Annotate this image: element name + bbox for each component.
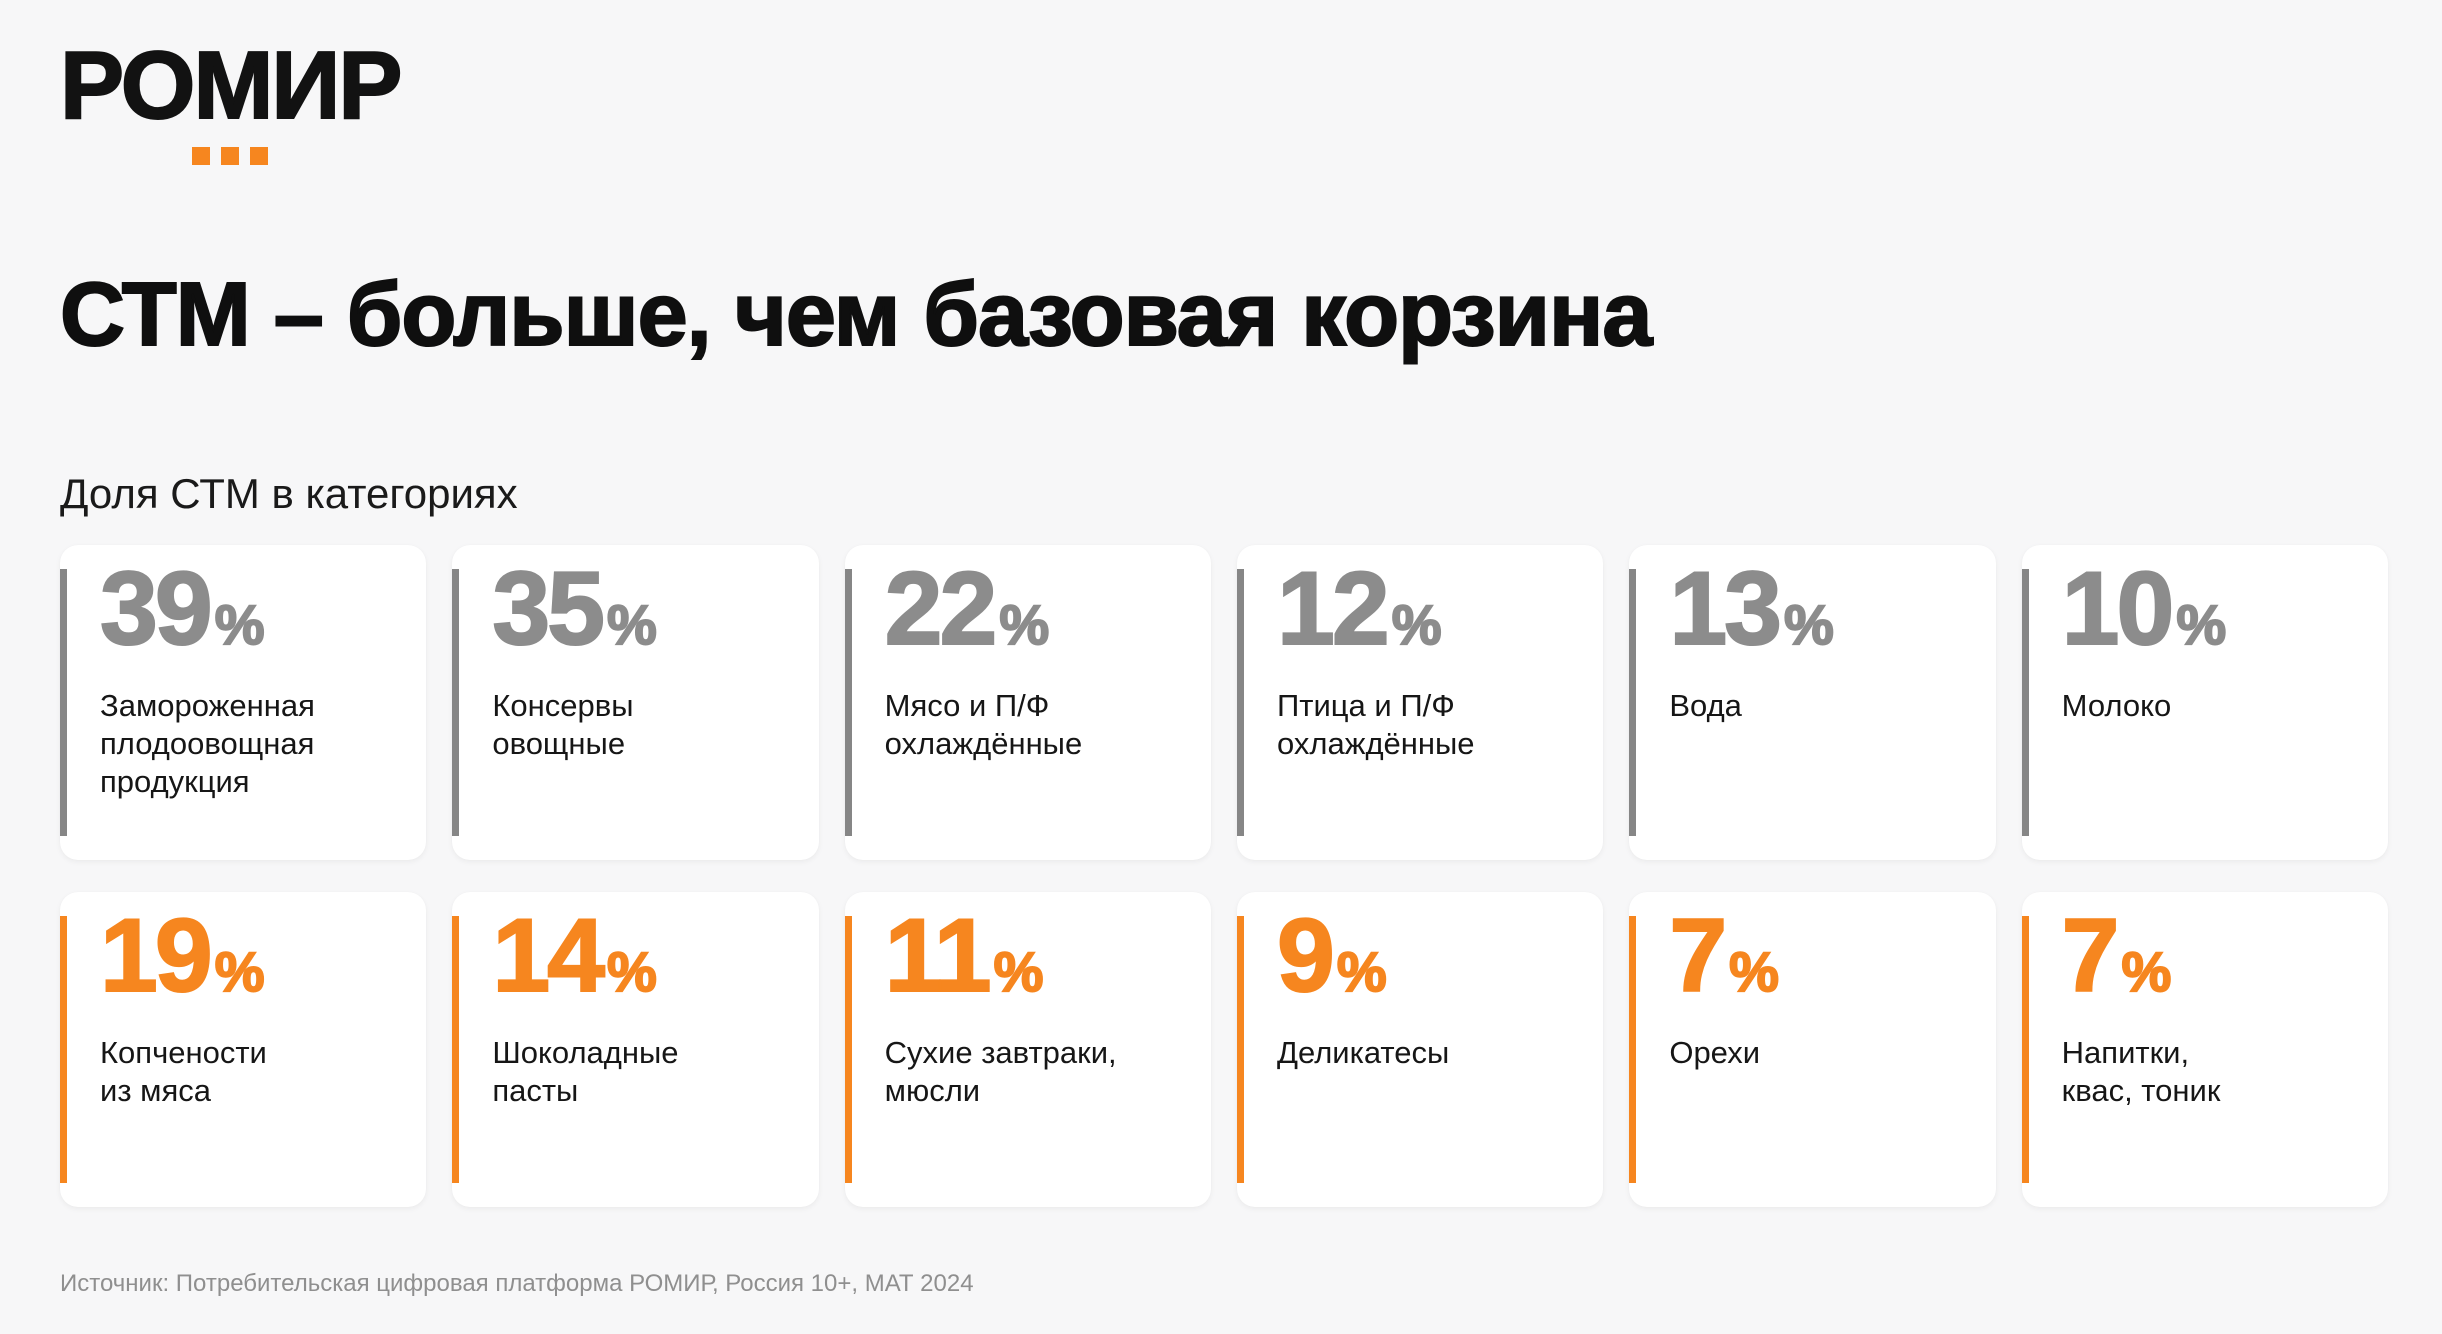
card-accent-bar — [2021, 569, 2029, 836]
stat-value: 35% — [491, 556, 794, 662]
stat-label: Вода — [1669, 688, 1742, 723]
stat-number: 13 — [1668, 551, 1783, 667]
stat-card-canned-vegetables: 35% Консервы овощные — [452, 545, 819, 860]
card-accent-bar — [2021, 916, 2029, 1183]
stat-card-chilled-poultry: 12% Птица и П/Ф охлаждённые — [1237, 545, 1604, 860]
stat-label: Сухие завтраки, мюсли — [884, 1035, 1117, 1108]
stat-card-cereals-muesli: 11% Сухие завтраки, мюсли — [844, 892, 1211, 1207]
stat-label: Консервы овощные — [492, 688, 634, 761]
stat-label: Мясо и П/Ф охлаждённые — [884, 688, 1083, 761]
stat-value: 13% — [1668, 556, 1971, 662]
stat-card-beverages-kvass-tonic: 7% Напитки, квас, тоник — [2021, 892, 2388, 1207]
stat-value: 11% — [884, 903, 1187, 1009]
card-accent-bar — [60, 569, 67, 836]
stat-number: 7 — [2061, 898, 2121, 1014]
logo-dot-icon — [250, 147, 268, 165]
page-title: СТМ – больше, чем базовая корзина — [59, 265, 1653, 366]
percent-sign: % — [1391, 593, 1443, 656]
logo-dot-icon — [221, 147, 239, 165]
stat-value: 39% — [99, 556, 402, 662]
romir-logo-dots-icon — [192, 147, 400, 165]
stat-card-chocolate-spreads: 14% Шоколадные пасты — [452, 892, 819, 1207]
percent-sign: % — [1728, 940, 1780, 1003]
stat-number: 22 — [884, 551, 999, 667]
stat-card-chilled-meat: 22% Мясо и П/Ф охлаждённые — [844, 545, 1211, 860]
percent-sign: % — [606, 940, 658, 1003]
percent-sign: % — [2121, 940, 2173, 1003]
stat-card-frozen-produce: 39% Замороженная плодоовощная продукция — [60, 545, 427, 860]
stat-value: 7% — [1668, 903, 1971, 1009]
percent-sign: % — [993, 940, 1045, 1003]
stat-card-delicacies: 9% Деликатесы — [1237, 892, 1604, 1207]
card-accent-bar — [60, 916, 67, 1183]
percent-sign: % — [998, 593, 1050, 656]
stat-value: 10% — [2061, 556, 2364, 662]
stat-label: Замороженная плодоовощная продукция — [100, 688, 315, 799]
stat-number: 11 — [884, 898, 993, 1014]
card-accent-bar — [1237, 916, 1244, 1183]
romir-logo-text: РОМИР — [59, 32, 403, 139]
stat-value: 7% — [2061, 903, 2364, 1009]
stat-value: 9% — [1276, 903, 1579, 1009]
stat-label: Напитки, квас, тоник — [2061, 1035, 2221, 1108]
stat-number: 19 — [99, 898, 214, 1014]
card-accent-bar — [844, 569, 852, 836]
card-accent-bar — [1629, 916, 1637, 1183]
stat-value: 14% — [491, 903, 794, 1009]
card-accent-bar — [452, 916, 460, 1183]
stat-number: 9 — [1276, 898, 1336, 1014]
card-accent-bar — [1237, 569, 1244, 836]
stat-card-nuts: 7% Орехи — [1629, 892, 1996, 1207]
source-note: Источник: Потребительская цифровая платф… — [60, 1270, 974, 1297]
stat-card-milk: 10% Молоко — [2021, 545, 2388, 860]
logo-dot-icon — [192, 147, 210, 165]
stat-label: Птица и П/Ф охлаждённые — [1277, 688, 1475, 761]
percent-sign: % — [214, 593, 266, 656]
stat-card-smoked-meat: 19% Копчености из мяса — [60, 892, 427, 1207]
stat-value: 22% — [884, 556, 1187, 662]
stat-number: 14 — [491, 898, 606, 1014]
stat-label: Молоко — [2061, 688, 2172, 723]
stat-label: Орехи — [1669, 1035, 1761, 1070]
card-accent-bar — [844, 916, 852, 1183]
stat-number: 35 — [491, 551, 606, 667]
stat-value: 19% — [99, 903, 402, 1009]
card-accent-bar — [452, 569, 460, 836]
stat-label: Шоколадные пасты — [492, 1035, 679, 1108]
stat-label: Копчености из мяса — [100, 1035, 267, 1108]
percent-sign: % — [2175, 593, 2227, 656]
stat-cards-grid: 39% Замороженная плодоовощная продукция … — [60, 545, 2388, 1207]
stat-number: 39 — [99, 551, 214, 667]
stat-value: 12% — [1276, 556, 1579, 662]
percent-sign: % — [1336, 940, 1388, 1003]
stat-number: 12 — [1276, 551, 1391, 667]
percent-sign: % — [214, 940, 266, 1003]
stat-number: 10 — [2061, 551, 2176, 667]
percent-sign: % — [606, 593, 658, 656]
card-accent-bar — [1629, 569, 1637, 836]
percent-sign: % — [1783, 593, 1835, 656]
stat-card-water: 13% Вода — [1629, 545, 1996, 860]
page-subtitle: Доля СТМ в категориях — [60, 469, 518, 517]
romir-logo: РОМИР — [59, 32, 403, 165]
stat-label: Деликатесы — [1277, 1035, 1450, 1070]
stat-number: 7 — [1668, 898, 1728, 1014]
